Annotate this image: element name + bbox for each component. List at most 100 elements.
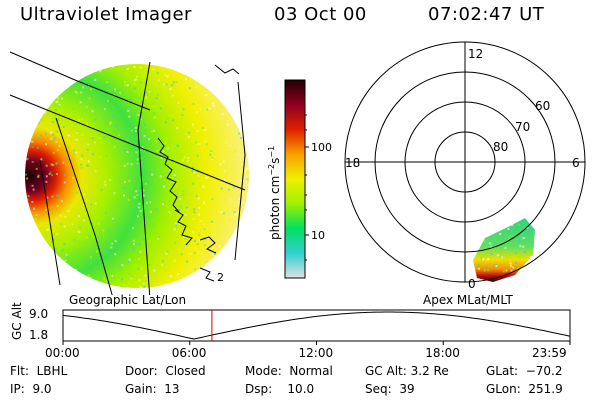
speckle-pixel [130, 129, 133, 132]
speckle-pixel [80, 91, 83, 94]
speckle-pixel [26, 206, 29, 209]
apex-coord-label: Apex MLat/MLT [423, 293, 513, 307]
speckle-pixel [29, 285, 32, 288]
speckle-pixel [195, 141, 198, 144]
speckle-pixel [132, 248, 135, 251]
speckle-pixel [114, 260, 117, 263]
speckle-pixel [247, 206, 249, 209]
speckle-pixel [250, 114, 252, 116]
speckle-pixel [83, 246, 86, 248]
speckle-pixel [64, 79, 67, 82]
speckle-pixel [95, 250, 98, 253]
speckle-pixel [166, 117, 169, 120]
speckle-pixel [45, 209, 47, 212]
ip-info: IP: 9.0 [10, 382, 52, 396]
speckle-pixel [117, 134, 120, 137]
speckle-pixel [72, 176, 74, 179]
speckle-pixel [139, 157, 142, 160]
speckle-pixel [202, 269, 205, 272]
speckle-pixel [26, 234, 29, 237]
speckle-pixel [248, 254, 249, 257]
speckle-pixel [85, 236, 88, 239]
speckle-pixel [42, 88, 45, 91]
aurora-speckle-pixel [511, 266, 514, 269]
speckle-pixel [52, 151, 55, 154]
geographic-coord-label: Geographic Lat/Lon [69, 293, 187, 307]
speckle-pixel [155, 208, 158, 211]
speckle-pixel [160, 156, 163, 159]
speckle-pixel [135, 151, 138, 154]
speckle-pixel [196, 130, 199, 133]
timeline-axis-label: GC Alt [10, 302, 24, 340]
speckle-pixel [216, 71, 219, 73]
speckle-pixel [142, 189, 145, 192]
speckle-pixel [65, 82, 68, 85]
speckle-pixel [234, 150, 237, 153]
speckle-pixel [151, 130, 154, 133]
speckle-pixel [229, 108, 232, 111]
speckle-pixel [172, 81, 175, 84]
speckle-pixel [135, 190, 138, 193]
colorbar-tick-10: 10 [311, 229, 325, 242]
speckle-pixel [129, 120, 132, 123]
aurora-speckle-pixel [490, 246, 493, 249]
speckle-pixel [58, 194, 60, 197]
speckle-pixel [76, 191, 78, 194]
speckle-pixel [222, 212, 225, 215]
speckle-pixel [202, 185, 205, 188]
speckle-pixel [58, 105, 61, 108]
speckle-pixel [199, 270, 202, 273]
speckle-pixel [240, 244, 243, 247]
speckle-pixel [87, 143, 90, 146]
speckle-pixel [231, 94, 234, 97]
speckle-pixel [201, 109, 204, 112]
speckle-pixel [71, 284, 74, 287]
aurora-speckle-pixel [495, 263, 498, 266]
speckle-pixel [26, 177, 29, 180]
speckle-pixel [142, 237, 145, 240]
speckle-pixel [94, 118, 97, 121]
speckle-pixel [193, 208, 196, 211]
speckle-pixel [101, 87, 104, 90]
speckle-pixel [54, 109, 57, 112]
speckle-pixel [152, 105, 155, 108]
speckle-pixel [141, 146, 144, 149]
aurora-speckle-pixel [489, 242, 492, 245]
aurora-speckle-pixel [505, 269, 508, 272]
altitude-curve [62, 311, 571, 340]
aurora-speckle-pixel [488, 231, 491, 234]
speckle-pixel [174, 242, 177, 245]
speckle-pixel [188, 136, 191, 138]
speckle-pixel [192, 102, 195, 105]
speckle-pixel [61, 249, 64, 252]
speckle-pixel [207, 76, 210, 79]
aurora-speckle-pixel [482, 258, 484, 261]
speckle-pixel [53, 77, 56, 80]
speckle-pixel [52, 238, 55, 241]
grid-number-label: 2 [217, 271, 224, 284]
speckle-pixel [52, 227, 55, 230]
speckle-pixel [193, 211, 196, 214]
speckle-pixel [247, 212, 249, 215]
speckle-pixel [132, 227, 134, 230]
speckle-pixel [245, 146, 248, 149]
speckle-pixel [28, 262, 30, 265]
speckle-pixel [133, 225, 135, 228]
mlt-label-0: 0 [468, 277, 476, 291]
speckle-pixel [138, 243, 141, 246]
speckle-pixel [146, 201, 148, 204]
speckle-pixel [109, 122, 112, 125]
speckle-pixel [63, 71, 65, 73]
speckle-pixel [177, 226, 180, 229]
speckle-pixel [241, 116, 244, 119]
speckle-pixel [59, 223, 62, 226]
speckle-pixel [171, 84, 173, 87]
timeline-tick-label: 12:00 [299, 346, 334, 360]
speckle-pixel [130, 276, 133, 279]
speckle-pixel [36, 262, 39, 265]
speckle-pixel [52, 133, 54, 136]
speckle-pixel [113, 192, 116, 195]
speckle-pixel [84, 262, 87, 264]
speckle-pixel [37, 121, 40, 124]
aurora-speckle-pixel [532, 226, 535, 229]
